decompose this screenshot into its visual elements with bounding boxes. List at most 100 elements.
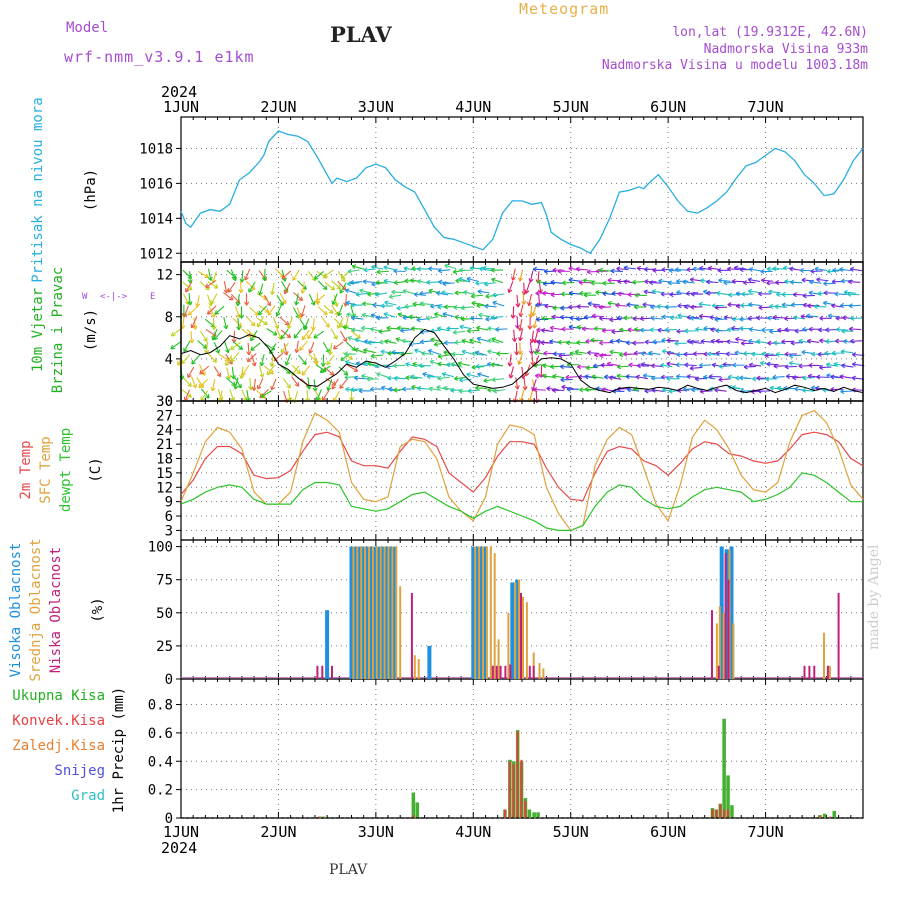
wind-arrow-head: [731, 325, 736, 331]
wind-arrow-head: [444, 263, 449, 269]
wind-arrow: [770, 387, 783, 390]
precip-legend-4: Grad: [71, 788, 105, 804]
wind-arrow-head: [604, 374, 609, 380]
wind-arrow: [830, 376, 843, 379]
wind-arrow-head: [660, 374, 665, 380]
wind-arrow: [852, 353, 865, 356]
wind-arrow-head: [703, 374, 708, 380]
wind-arrow: [332, 293, 338, 305]
top-date-label: 4JUN: [455, 98, 491, 116]
wind-arrow-head: [674, 267, 679, 273]
wind-arrow-head: [743, 351, 748, 357]
wind-arrow-head: [210, 300, 215, 305]
wind-arrow-head: [223, 289, 229, 294]
wind-arrow-head: [438, 279, 443, 285]
precip-bar: [527, 809, 532, 818]
wind-arrow-head: [809, 279, 814, 285]
wind-arrow-head: [725, 351, 730, 357]
wind-arrow: [426, 316, 439, 320]
wind-arrow: [451, 353, 464, 356]
wind-arrow-head: [830, 374, 835, 380]
wind-arrow: [217, 388, 223, 401]
wind-arrow-head: [816, 277, 821, 283]
wind-arrow: [207, 268, 212, 281]
wind-arrow-head: [546, 386, 551, 392]
wind-arrow: [183, 305, 190, 318]
wind-arrow-head: [723, 314, 728, 321]
wind-arrow: [529, 270, 534, 283]
wind-arrow: [213, 330, 223, 340]
wind-arrow-head: [187, 285, 193, 291]
wind-arrow-head: [698, 301, 703, 307]
wind-arrow-head: [714, 387, 719, 393]
wind-arrow-head: [345, 300, 350, 306]
wind-arrow-head: [205, 285, 210, 291]
wind-arrow: [411, 327, 424, 330]
wind-arrow-head: [609, 349, 614, 355]
wind-arrow-head: [714, 316, 719, 322]
wind-arrow-head: [552, 373, 557, 379]
wind-arrow: [668, 269, 681, 272]
wind-arrow-head: [568, 324, 573, 330]
wind-arrow-head: [354, 375, 359, 381]
wind-arrow: [617, 365, 630, 368]
wind-arrow: [326, 354, 335, 366]
wind-arrow: [384, 340, 397, 344]
wind-arrow-head: [557, 268, 562, 274]
wind-arrow-head: [632, 279, 637, 285]
wind-arrow-head: [371, 264, 376, 270]
wind-arrow: [271, 282, 275, 295]
wind-arrow-head: [816, 374, 821, 380]
y-tick-label: 1012: [139, 246, 173, 262]
wind-arrow-head: [293, 334, 299, 339]
wind-arrow-head: [418, 363, 423, 369]
wind-arrow-head: [666, 361, 671, 367]
wind-arrow: [267, 305, 276, 316]
precip-bar: [822, 813, 827, 818]
wind-arrow: [476, 337, 489, 342]
wind-arrow: [541, 317, 554, 320]
precip-bar: [503, 809, 506, 818]
wind-arrow-head: [743, 364, 748, 370]
wind-arrow-head: [831, 279, 836, 285]
wind-arrow-head: [535, 290, 540, 296]
wind-arrow-head: [728, 292, 733, 298]
wind-arrow: [471, 294, 484, 297]
wind-arrow: [836, 328, 849, 331]
wind-arrow-head: [773, 363, 778, 369]
wind-arrow: [540, 342, 553, 344]
wind-arrow: [241, 364, 250, 376]
wind-arrow: [315, 294, 326, 303]
wind-arrow: [748, 290, 761, 294]
wind-arrow: [247, 342, 250, 355]
wind-arrow-head: [239, 314, 245, 319]
wind-arrow-head: [393, 268, 398, 274]
wind-arrow-head: [402, 288, 407, 294]
wind-arrow-head: [492, 300, 497, 306]
wind-arrow: [185, 281, 193, 293]
wind-arrow-head: [633, 304, 638, 310]
cloud-bar: [510, 582, 515, 679]
wind-arrow-head: [810, 268, 815, 274]
temp-axis-title-sfc: SFC Temp: [38, 436, 54, 503]
wind-arrow-head: [758, 291, 763, 297]
wind-arrow-head: [298, 296, 304, 302]
wind-arrow: [345, 289, 358, 294]
precip-bar: [322, 816, 326, 818]
wind-arrow-head: [817, 351, 822, 357]
wind-arrow-head: [215, 349, 220, 354]
wind-arrow: [351, 317, 364, 320]
wind-arrow-head: [826, 373, 831, 379]
wind-arrow: [714, 318, 727, 321]
meteogram-label: Meteogram: [519, 0, 610, 18]
wind-arrow-head: [475, 363, 480, 369]
wind-arrow-head: [550, 279, 555, 285]
wind-arrow: [442, 282, 455, 285]
wind-arrow: [574, 351, 587, 354]
wind-arrow: [350, 280, 363, 284]
wind-arrow-head: [534, 373, 540, 379]
wind-arrow-head: [535, 302, 540, 308]
wind-arrow: [761, 279, 774, 282]
cloud-bar: [532, 665, 535, 679]
precip-bar: [520, 759, 523, 818]
